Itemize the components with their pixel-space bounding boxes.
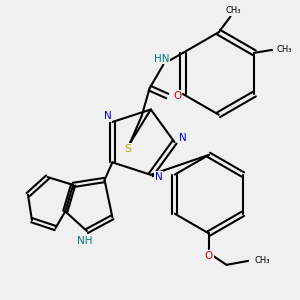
Text: CH₃: CH₃	[226, 6, 241, 15]
Text: O: O	[205, 251, 213, 261]
Text: CH₃: CH₃	[254, 256, 270, 266]
Text: N: N	[103, 111, 111, 121]
Text: O: O	[173, 91, 181, 101]
Text: HN: HN	[154, 54, 169, 64]
Text: N: N	[155, 172, 163, 182]
Text: CH₃: CH₃	[276, 45, 292, 54]
Text: NH: NH	[77, 236, 93, 246]
Text: S: S	[124, 144, 132, 154]
Text: N: N	[178, 133, 186, 143]
